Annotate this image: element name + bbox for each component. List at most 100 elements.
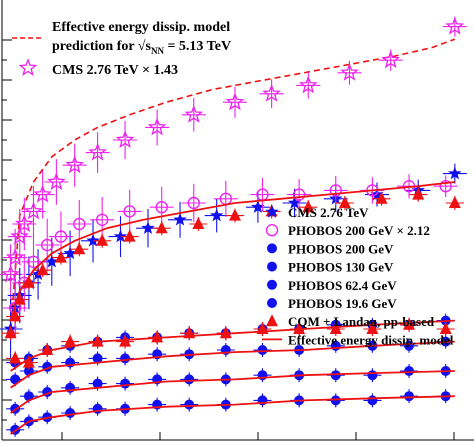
series-dashed-prediction-line [9, 38, 456, 330]
legend-main: CMS 2.76 TeV PHOBOS 200 GeV × 2.12 PHOBOS … [262, 205, 454, 347]
data-point-triangle-s4-13 [302, 200, 315, 213]
data-point-triangle-s10-4 [91, 334, 104, 347]
data-point-circle-s7-4 [92, 353, 103, 364]
data-point-triangle-s4-9 [155, 221, 168, 234]
legend-cms-scaled: CMS 2.76 TeV × 1.43 [52, 63, 178, 78]
data-point-star-s2-6 [63, 246, 77, 260]
legend-marker-0 [265, 205, 279, 218]
series-model-line-band-2 [10, 370, 455, 414]
data-point-star-s2-13 [287, 196, 302, 209]
series-model-line-band-1 [10, 340, 455, 389]
data-point-star-s2-9 [141, 221, 155, 234]
data-point-open-star-s1-2 [10, 226, 29, 245]
legend-open-star-marker [18, 58, 38, 76]
data-point-circle-s8-5 [120, 378, 131, 389]
data-point-triangle-s4-0 [4, 326, 17, 339]
data-point-triangle-s10-10 [293, 322, 306, 334]
data-point-star-s2-7 [86, 233, 100, 247]
data-point-triangle-s4-14 [338, 196, 351, 208]
data-point-circle-s8-13 [404, 366, 415, 376]
data-point-open-circle-s3-2 [27, 255, 40, 268]
data-point-open-star-s1-14 [299, 75, 318, 94]
data-point-circle-s9-13 [404, 391, 415, 402]
data-point-triangle-s4-8 [123, 229, 136, 242]
legend-label-2: PHOBOS 200 GeV [288, 241, 394, 256]
data-point-triangle-s4-5 [54, 250, 67, 263]
axis-ticks [2, 39, 455, 440]
data-point-open-circle-s3-9 [187, 196, 200, 210]
legend-label-3: PHOBOS 130 GeV [288, 260, 394, 275]
legend-marker-6 [266, 314, 278, 327]
legend-model-line2: prediction for √sNN = 5.13 TeV [52, 39, 231, 56]
data-point-open-star-s1-10 [147, 117, 167, 136]
data-point-open-star-s1-16 [381, 50, 400, 69]
legend-open-star-sample [18, 58, 38, 76]
data-point-circle-s9-7 [184, 399, 195, 410]
series-model-line-band-3 [10, 395, 455, 435]
data-point-circle-s8-4 [92, 378, 103, 389]
data-point-triangle-s4-10 [192, 217, 205, 229]
legend-label-7: Effective energy dissip. model [288, 332, 454, 347]
data-point-star-s2-8 [113, 229, 128, 243]
data-point-triangle-s4-11 [229, 208, 241, 221]
data-point-open-circle-s3-8 [155, 200, 168, 214]
legend-marker-4 [267, 279, 277, 290]
data-point-open-circle-s3-12 [292, 188, 306, 201]
legend-marker-1 [265, 223, 279, 237]
data-point-open-circle-s3-13 [329, 184, 342, 197]
data-point-open-circle-s3-6 [95, 213, 109, 227]
series-model-line-band-0 [10, 319, 455, 372]
data-point-open-star-s1-9 [115, 130, 135, 148]
data-point-triangle-s4-16 [412, 187, 425, 200]
legend-marker-3 [267, 261, 277, 272]
data-point-open-circle-s3-5 [73, 217, 86, 231]
data-point-open-star-s1-5 [33, 184, 52, 203]
data-point-open-star-s1-13 [262, 83, 281, 102]
data-point-triangle-s10-12 [366, 322, 379, 334]
data-point-open-star-s1-4 [24, 201, 43, 220]
data-point-open-star-s1-3 [14, 214, 34, 232]
data-point-open-circle-s3-4 [54, 230, 68, 243]
data-point-circle-s9-3 [65, 408, 76, 418]
data-point-open-star-s1-15 [340, 62, 359, 81]
legend-label-1: PHOBOS 200 GeV × 2.12 [288, 223, 430, 238]
legend-model-line1: Effective energy dissip. model [52, 20, 230, 35]
data-point-triangle-s4-3 [22, 275, 35, 288]
legend-marker-2 [267, 243, 277, 254]
data-point-circle-s9-4 [92, 403, 103, 414]
data-point-open-star-s1-6 [47, 172, 66, 190]
data-point-circle-s8-12 [367, 370, 378, 381]
data-point-triangle-s10-11 [329, 322, 342, 334]
data-point-open-star-s1-8 [88, 142, 107, 161]
data-point-open-circle-s3-7 [123, 205, 136, 218]
legend-label-4: PHOBOS 62.4 GeV [288, 278, 397, 293]
data-point-open-circle-s3-3 [41, 238, 54, 252]
data-point-open-star-s1-7 [65, 155, 85, 174]
data-point-open-circle-s3-16 [439, 179, 452, 193]
data-point-open-star-s1-12 [225, 92, 245, 111]
data-point-star-s2-10 [173, 212, 187, 226]
series-model-line-upper [9, 181, 455, 321]
data-point-star-s2-11 [210, 208, 224, 222]
data-point-triangle-s10-1 [22, 355, 35, 368]
data-point-triangle-s10-0 [9, 351, 22, 364]
data-point-circle-s8-11 [330, 370, 341, 381]
data-point-triangle-s10-3 [64, 334, 77, 347]
legend-label-0: CMS 2.76 TeV [288, 205, 369, 220]
data-point-open-star-s1-1 [5, 247, 25, 266]
data-point-circle-s7-9 [257, 345, 268, 355]
legend-marker-5 [267, 298, 277, 308]
data-point-triangle-s4-17 [448, 196, 461, 208]
data-point-star-s2-12 [251, 200, 265, 213]
legend-top: Effective energy dissip. model predictio… [12, 20, 231, 78]
data-point-triangle-s4-15 [375, 191, 388, 204]
data-point-circle-s9-11 [330, 395, 341, 406]
data-point-triangle-s4-4 [36, 263, 49, 276]
data-point-open-star-s1-17 [445, 16, 465, 35]
data-point-open-star-s1-0 [1, 264, 20, 283]
data-point-triangle-s4-7 [96, 233, 109, 246]
data-point-circle-s8-7 [184, 374, 195, 385]
plot-area [0, 16, 467, 437]
